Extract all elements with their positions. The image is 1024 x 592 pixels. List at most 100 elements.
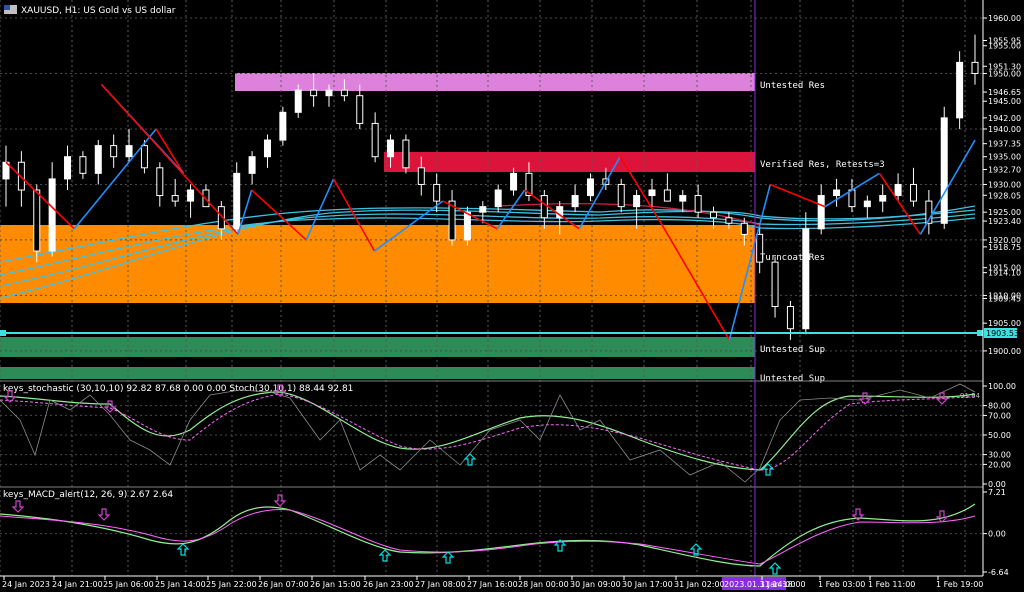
candle-body-12 <box>187 189 195 202</box>
time-label-6: 26 Jan 15:00 <box>310 580 361 589</box>
cursor-time-badge <box>722 577 786 590</box>
stoch-fast-line <box>0 383 976 483</box>
zigzag-seg-19 <box>878 172 922 235</box>
candle-body-59 <box>909 183 917 202</box>
candle-body-24 <box>371 122 379 158</box>
stoch-axis-label-5: 20.00 <box>988 460 1011 469</box>
zigzag-seg-10 <box>442 200 498 230</box>
price-label-1: 1955.95 <box>988 36 1021 45</box>
candle-body-7 <box>110 145 118 158</box>
ma-line-1 <box>0 213 976 287</box>
candle-body-40 <box>617 183 625 208</box>
candle-body-53 <box>817 195 825 230</box>
candle-body-43 <box>663 189 671 202</box>
macd-buy-arrow-5 <box>768 562 782 575</box>
price-line-handle-left[interactable] <box>0 330 6 336</box>
candle-body-35 <box>540 195 548 219</box>
zigzag-seg-11 <box>496 189 526 230</box>
stochastic-pane[interactable]: keys_stochastic (30,10,10) 92.82 87.68 0… <box>0 383 983 483</box>
price-label-18: 1915.00 <box>988 264 1021 273</box>
zigzag-seg-16 <box>728 184 772 341</box>
candle-body-44 <box>679 195 687 202</box>
time-label-4: 25 Jan 22:00 <box>206 580 257 589</box>
price-label-11: 1932.70 <box>988 165 1021 174</box>
zigzag-seg-6 <box>251 189 307 241</box>
candle-body-42 <box>648 189 656 197</box>
macd-axis-label-1: 0.00 <box>988 530 1006 539</box>
stochastic-grid <box>0 405 983 465</box>
zigzag-seg-15 <box>660 222 731 341</box>
stoch-buy-arrow-1 <box>761 463 775 476</box>
zigzag-seg-12 <box>524 189 580 230</box>
zigzag-seg-17 <box>769 183 826 208</box>
price-label-3: 1951.30 <box>988 62 1021 71</box>
candle-body-34 <box>525 172 533 197</box>
macd-pane[interactable]: keys_MACD_alert(12, 26, 9) 2.67 2.64 <box>0 490 983 575</box>
time-label-14: 1 Jan 18:00 <box>760 580 806 589</box>
stoch-axis-label-4: 30.00 <box>988 451 1011 460</box>
time-label-13: 31 Jan 02:00 <box>674 580 725 589</box>
price-line-handle-right[interactable] <box>977 330 983 336</box>
stoch-last-value: 91.94 <box>960 392 981 400</box>
turncoat-res-label: Turncoat Res <box>760 253 825 263</box>
current-price-label: 1903.53 <box>986 329 1019 338</box>
candle-body-26 <box>402 139 410 169</box>
stochastic-lines: 91.94 <box>0 383 981 483</box>
zigzag-seg-5 <box>237 189 253 235</box>
zigzag-seg-13 <box>578 156 621 230</box>
candle-body-32 <box>494 189 502 208</box>
price-label-14: 1925.00 <box>988 208 1021 217</box>
price-pane[interactable]: Untested Res Verified Res, Retests=3 Tur… <box>0 0 983 576</box>
candle-body-37 <box>571 195 579 208</box>
time-label-0: 24 Jan 2023 <box>2 580 50 589</box>
candle-body-49 <box>756 233 764 263</box>
macd-title: keys_MACD_alert(12, 26, 9) 2.67 2.64 <box>3 490 173 500</box>
macd-buy-arrow-1 <box>378 549 392 562</box>
price-label-13: 1928.05 <box>988 191 1021 200</box>
price-label-23: 1900.00 <box>988 347 1021 356</box>
price-label-8: 1940.00 <box>988 125 1021 134</box>
price-label-10: 1935.00 <box>988 153 1021 162</box>
candle-body-38 <box>586 178 594 197</box>
macd-sell-arrow-2 <box>273 494 287 507</box>
candle-body-56 <box>863 200 871 208</box>
candle-body-9 <box>140 145 148 169</box>
zigzag-seg-8 <box>332 178 376 252</box>
price-label-6: 1945.00 <box>988 97 1021 106</box>
candle-body-55 <box>848 189 856 208</box>
price-label-20: 1910.00 <box>988 291 1021 300</box>
candle-body-60 <box>925 200 933 224</box>
candle-body-17 <box>263 139 271 158</box>
macd-buy-arrow-2 <box>441 551 455 564</box>
candle-body-25 <box>387 139 395 158</box>
zigzag-seg-0 <box>5 161 75 230</box>
stoch-signal-line <box>0 393 976 471</box>
candle-body-10 <box>156 167 164 197</box>
time-label-5: 26 Jan 07:00 <box>258 580 309 589</box>
turncoat-res-zone <box>0 225 755 303</box>
price-label-4: 1950.00 <box>988 69 1021 78</box>
time-label-11: 30 Jan 09:00 <box>570 580 621 589</box>
candle-body-20 <box>310 89 318 97</box>
candle-body-28 <box>433 183 441 202</box>
candle-body-16 <box>248 156 256 174</box>
stoch-sell-arrow-3 <box>858 392 872 405</box>
candle-body-62 <box>956 61 964 119</box>
macd-axis-label-2: -6.64 <box>988 568 1009 577</box>
candle-body-29 <box>448 200 456 241</box>
price-label-7: 1942.00 <box>988 114 1021 123</box>
time-label-7: 26 Jan 23:00 <box>363 580 414 589</box>
time-axis[interactable]: 2023.01.31 14:00 24 Jan 2023 24 Jan 21:00… <box>0 575 983 590</box>
macd-sell-arrow-4 <box>935 510 949 523</box>
price-label-15: 1923.40 <box>988 217 1021 226</box>
macd-lines <box>0 494 976 575</box>
candle-body-8 <box>125 145 133 158</box>
zigzag-seg-2 <box>155 128 185 174</box>
macd-buy-arrow-3 <box>553 539 567 552</box>
candle-body-3 <box>48 178 56 252</box>
zigzag-seg-4 <box>100 84 239 235</box>
time-label-10: 28 Jan 00:00 <box>518 580 569 589</box>
price-label-22: 1905.00 <box>988 319 1021 328</box>
